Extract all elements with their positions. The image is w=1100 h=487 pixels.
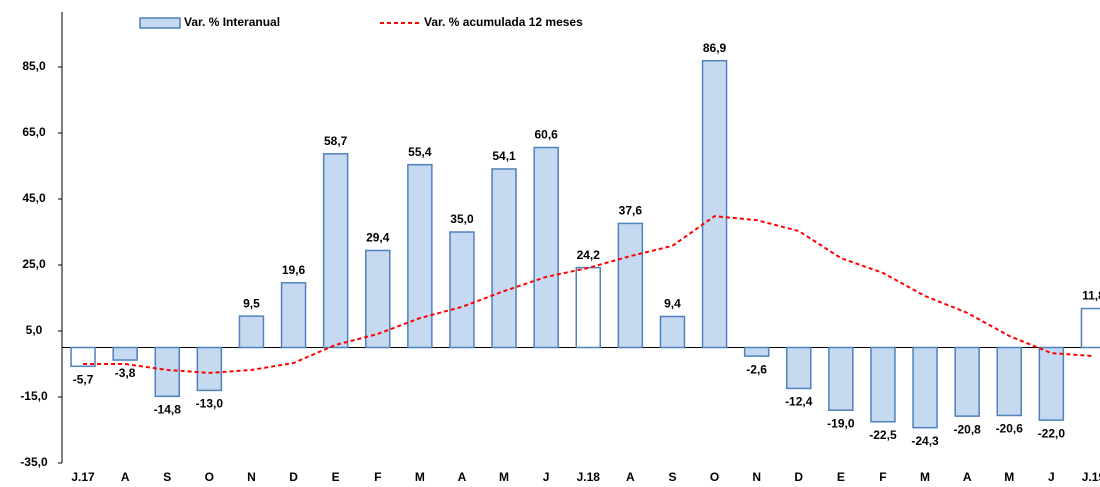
value-label: 24,2 <box>577 248 601 262</box>
line <box>83 215 1094 374</box>
bar <box>533 146 559 349</box>
value-label: -14,8 <box>154 403 182 417</box>
bar <box>617 222 644 349</box>
x-tick-label: A <box>626 470 635 484</box>
x-tick-label: F <box>374 470 381 484</box>
bar <box>322 153 349 349</box>
bar <box>912 346 938 429</box>
bar <box>954 346 980 417</box>
x-tick-label: M <box>1004 470 1014 484</box>
x-tick-label: N <box>752 470 761 484</box>
bar <box>238 315 265 349</box>
value-label: 9,5 <box>243 296 260 310</box>
x-tick-label: A <box>458 470 467 484</box>
x-tick-label: E <box>332 470 340 484</box>
bar <box>1038 346 1065 421</box>
x-tick-label: S <box>668 470 676 484</box>
value-label: -20,8 <box>953 422 981 436</box>
bar <box>659 315 686 349</box>
x-tick-label: J.17 <box>71 470 95 484</box>
value-label: 55,4 <box>408 145 432 159</box>
legend-swatch <box>139 17 181 29</box>
bar <box>154 346 180 398</box>
x-tick-label: A <box>963 470 972 484</box>
value-label: -5,7 <box>73 372 94 386</box>
value-label: 86,9 <box>703 41 727 55</box>
bar <box>870 346 896 423</box>
y-tick-label: 85,0 <box>22 59 46 73</box>
value-label: 60,6 <box>534 128 558 142</box>
value-label: -24,3 <box>911 434 939 448</box>
value-label: 9,4 <box>664 297 681 311</box>
value-label: -2,6 <box>746 362 767 376</box>
x-tick-label: D <box>794 470 803 484</box>
bar <box>280 282 307 349</box>
value-label: 29,4 <box>366 231 390 245</box>
value-label: 54,1 <box>492 149 516 163</box>
value-label: -20,6 <box>996 422 1024 436</box>
bar <box>1080 307 1100 349</box>
bar <box>407 163 433 349</box>
value-label: -22,0 <box>1038 426 1066 440</box>
bar <box>70 346 96 368</box>
value-label: 37,6 <box>619 204 643 218</box>
x-tick-label: J <box>543 470 550 484</box>
x-tick-label: J.19 <box>1082 470 1100 484</box>
x-tick-label: F <box>879 470 886 484</box>
value-label: 19,6 <box>282 263 306 277</box>
bar <box>196 346 223 392</box>
x-tick-label: A <box>121 470 130 484</box>
x-tick-label: M <box>920 470 930 484</box>
legend-label: Var. % acumulada 12 meses <box>424 15 583 29</box>
value-label: 35,0 <box>450 212 474 226</box>
value-label: 11,8 <box>1082 289 1100 303</box>
y-tick-label: 5,0 <box>26 323 43 337</box>
x-tick-label: J.18 <box>577 470 601 484</box>
y-tick-label: 25,0 <box>22 257 46 271</box>
y-tick-label: -15,0 <box>20 389 48 403</box>
value-label: -19,0 <box>827 416 855 430</box>
y-tick-label: -35,0 <box>20 455 48 469</box>
bar <box>112 346 138 361</box>
bar <box>743 346 770 357</box>
y-tick-label: 45,0 <box>22 191 46 205</box>
bar <box>996 346 1022 417</box>
bar <box>575 266 601 349</box>
legend-label: Var. % Interanual <box>184 15 280 29</box>
bar <box>701 59 728 349</box>
bar <box>449 231 475 349</box>
x-tick-label: O <box>710 470 719 484</box>
value-label: -13,0 <box>196 397 224 411</box>
y-tick-label: 65,0 <box>22 125 46 139</box>
x-tick-label: M <box>499 470 509 484</box>
x-tick-label: D <box>289 470 298 484</box>
value-label: -3,8 <box>115 366 136 380</box>
value-label: 58,7 <box>324 134 348 148</box>
x-tick-label: O <box>205 470 214 484</box>
value-label: -22,5 <box>869 428 897 442</box>
bar <box>786 346 812 390</box>
x-tick-label: J <box>1048 470 1055 484</box>
x-tick-label: S <box>163 470 171 484</box>
x-tick-label: N <box>247 470 256 484</box>
x-tick-label: E <box>837 470 845 484</box>
value-label: -12,4 <box>785 395 813 409</box>
bar <box>491 168 517 349</box>
bar <box>828 346 854 411</box>
x-tick-label: M <box>415 470 425 484</box>
